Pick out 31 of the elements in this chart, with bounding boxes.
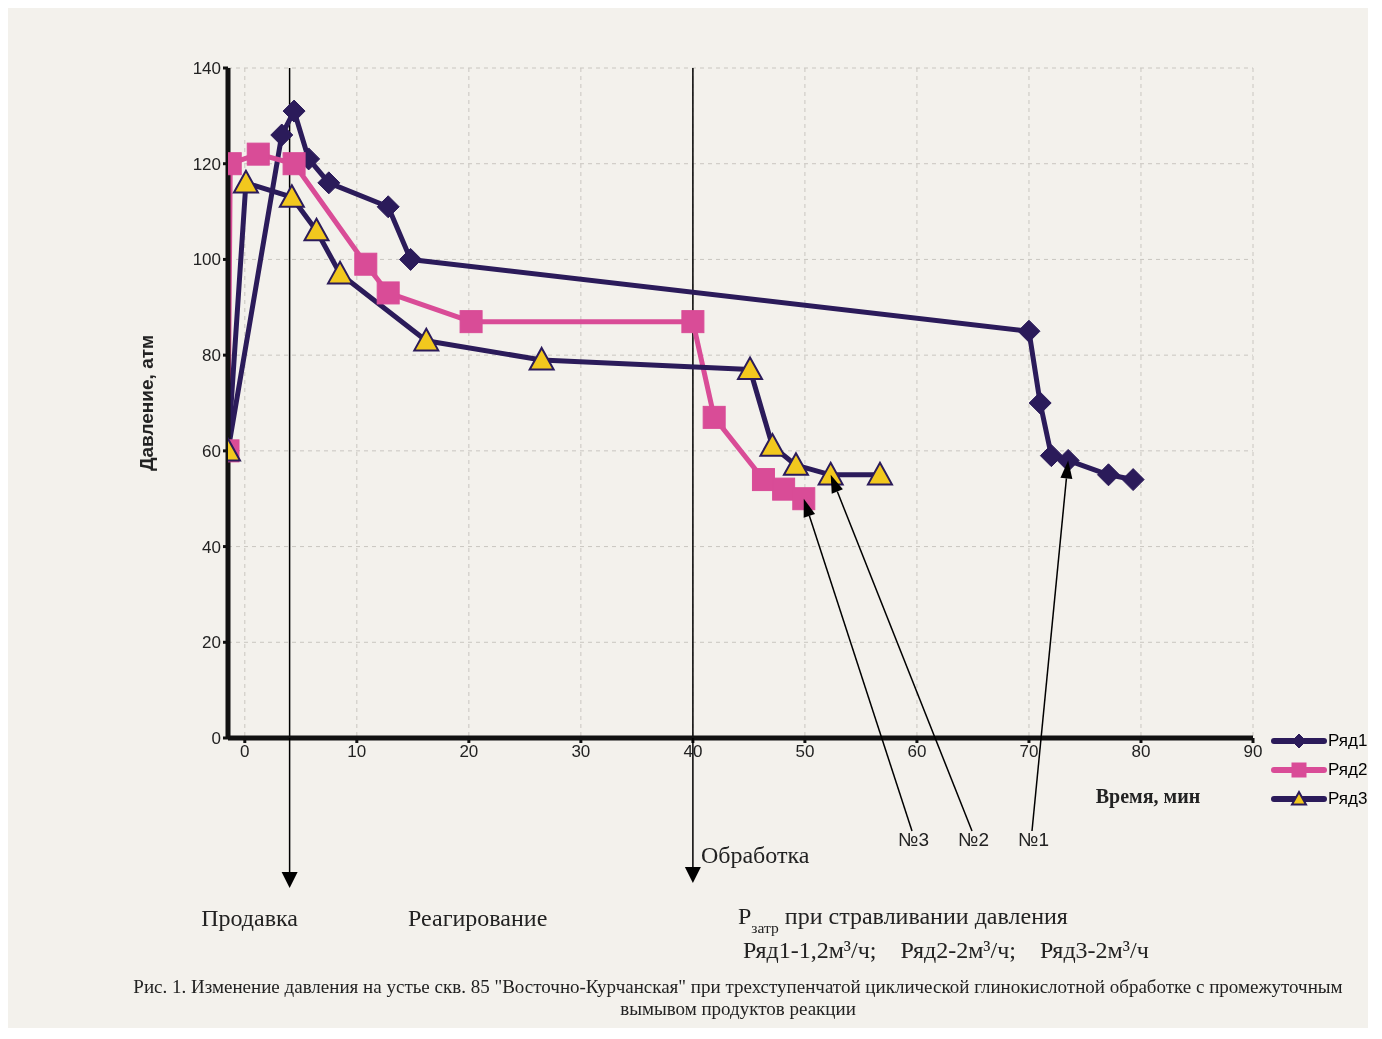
x-tick-label: 20 (459, 742, 479, 762)
x-tick-label: 60 (907, 742, 927, 762)
y-axis-title: Давление, атм (136, 334, 157, 472)
ref-line-label: Обработка (700, 842, 810, 868)
legend-label: Ряд1 (1328, 730, 1368, 751)
y-tick-label: 80 (202, 346, 221, 366)
text: P$_{затр}$ при стравливании давления (738, 903, 1068, 936)
legend-label: Ряд2 (1328, 759, 1368, 780)
y-tick-label: 100 (192, 250, 221, 270)
x-tick-label: 10 (347, 742, 367, 762)
text: Реагирование (408, 905, 548, 931)
x-tick-label: 50 (795, 742, 815, 762)
y-tick-label: 60 (202, 441, 221, 461)
y-tick-label: 0 (211, 729, 221, 749)
x-tick-label: 80 (1131, 742, 1151, 762)
y-tick-label: 40 (202, 537, 221, 557)
text: Ряд1-1,2м³/ч; Ряд2-2м³/ч; Ряд3-2м³/ч (743, 937, 1149, 963)
x-tick-label: 30 (571, 742, 591, 762)
text: №1 (1018, 829, 1049, 850)
y-tick-label: 120 (192, 154, 221, 174)
y-tick-label: 20 (202, 633, 221, 653)
x-tick-label: 0 (240, 742, 250, 762)
x-axis-title: Время, мин (1095, 785, 1201, 808)
legend-label: Ряд3 (1328, 788, 1368, 809)
x-tick-label: 90 (1243, 742, 1263, 762)
text: Рис. 1. Изменение давления на устье скв. 85 "Восточно-Курчанская" при трехступенчатой циклической глинокислотной обработке с промежуточным вымывом продуктов реакции (132, 976, 1344, 1020)
text: №3 (898, 829, 929, 850)
ref-line-label: Продавка (201, 905, 299, 931)
y-tick-label: 140 (192, 59, 221, 79)
x-tick-label: 70 (1019, 742, 1039, 762)
text: №2 (958, 829, 989, 850)
